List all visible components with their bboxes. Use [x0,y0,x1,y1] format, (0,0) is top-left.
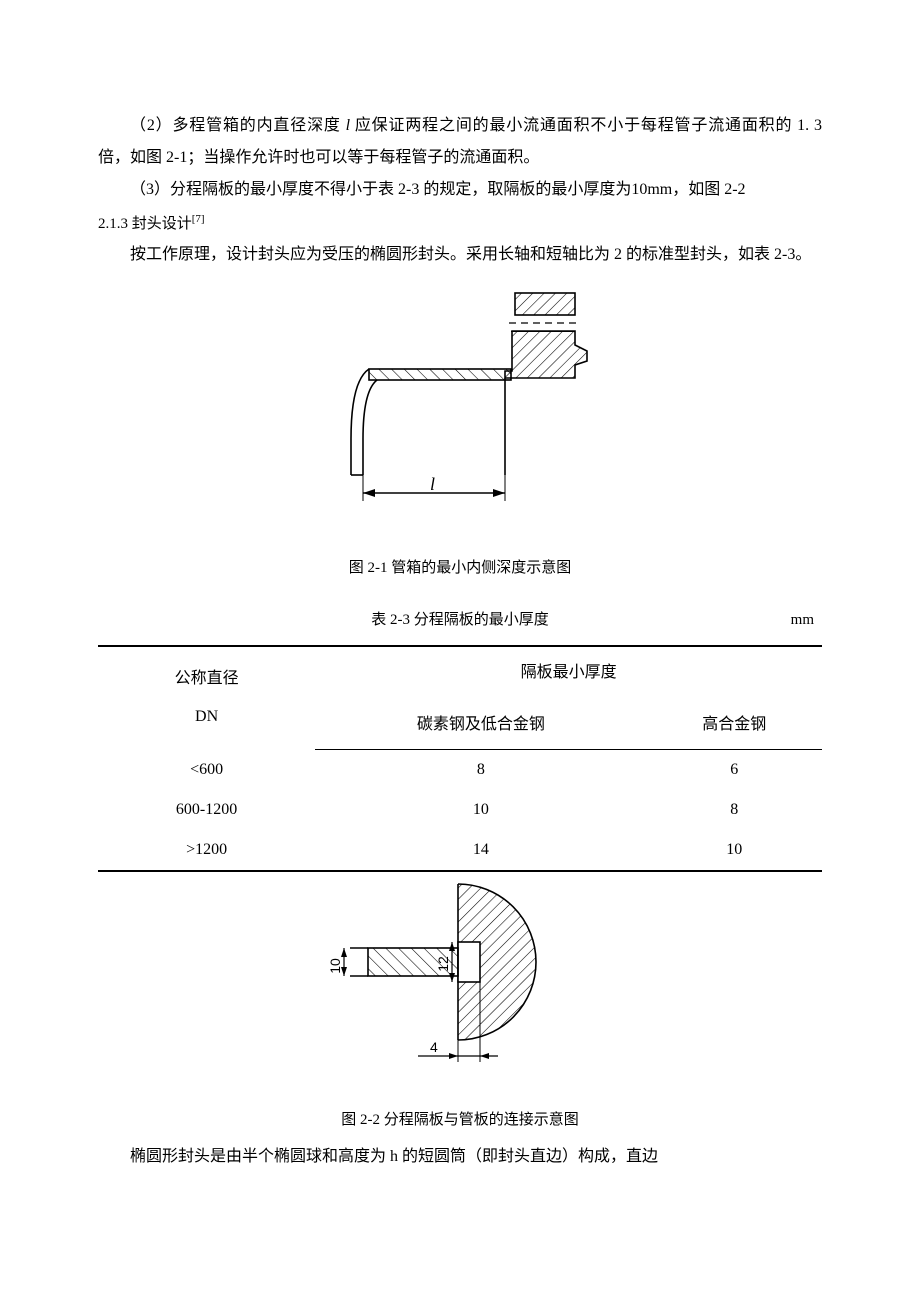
para-4-text: 按工作原理，设计封头应为受压的椭圆形封头。采用长轴和短轴比为 2 的标准型封头，… [130,246,811,263]
paragraph-2: （2）多程管箱的内直径深度 l 应保证两程之间的最小流通面积不小于每程管子流通面… [98,110,822,174]
table-header-alloy: 高合金钢 [647,699,822,750]
table-caption-text: 表 2-3 分程隔板的最小厚度 [371,605,549,635]
table-caption: 表 2-3 分程隔板的最小厚度 mm [98,605,822,635]
paragraph-5: 椭圆形封头是由半个椭圆球和高度为 h 的短圆筒（即封头直边）构成，直边 [98,1141,822,1173]
figure-2-label-4: 4 [430,1039,438,1055]
figure-2-label-12: 12 [435,956,451,972]
cell-alloy: 10 [647,830,822,871]
table-header-dn-top: 公称直径 [102,663,311,695]
heading-superscript: [7] [192,213,205,225]
cell-dn: >1200 [98,830,315,871]
table-caption-unit: mm [791,605,814,635]
cell-carbon: 14 [315,830,646,871]
para-3-text: （3）分程隔板的最小厚度不得小于表 2-3 的规定，取隔板的最小厚度为10mm，… [130,181,746,198]
figure-2-svg: 10 12 4 [330,880,590,1075]
table-header-dn-sub: DN [102,701,311,733]
table-header-thickness: 隔板最小厚度 [315,646,822,699]
table-row: >1200 14 10 [98,830,822,871]
paragraph-4: 按工作原理，设计封头应为受压的椭圆形封头。采用长轴和短轴比为 2 的标准型封头，… [98,239,822,271]
table-2-3: 公称直径 DN 隔板最小厚度 碳素钢及低合金钢 高合金钢 <600 8 6 60… [98,645,822,872]
heading-text: 2.1.3 封头设计 [98,216,192,232]
cell-alloy: 8 [647,790,822,830]
cell-dn: <600 [98,750,315,791]
cell-carbon: 10 [315,790,646,830]
table-row: <600 8 6 [98,750,822,791]
figure-1: l [98,283,822,535]
paragraph-3: （3）分程隔板的最小厚度不得小于表 2-3 的规定，取隔板的最小厚度为10mm，… [98,174,822,206]
section-heading: 2.1.3 封头设计[7] [98,208,822,239]
figure-1-svg: l [305,283,615,523]
table-row: 600-1200 10 8 [98,790,822,830]
figure-2-caption: 图 2-2 分程隔板与管板的连接示意图 [98,1105,822,1135]
cell-alloy: 6 [647,750,822,791]
para-5-text: 椭圆形封头是由半个椭圆球和高度为 h 的短圆筒（即封头直边）构成，直边 [130,1148,658,1165]
para-2-text-a: （2）多程管箱的内直径深度 [130,117,346,134]
table-header-dn: 公称直径 DN [98,646,315,750]
figure-1-label-l: l [430,474,435,494]
figure-2: 10 12 4 [98,880,822,1087]
cell-dn: 600-1200 [98,790,315,830]
figure-1-caption: 图 2-1 管箱的最小内侧深度示意图 [98,553,822,583]
cell-carbon: 8 [315,750,646,791]
figure-2-label-10: 10 [330,958,343,974]
table-header-carbon: 碳素钢及低合金钢 [315,699,646,750]
